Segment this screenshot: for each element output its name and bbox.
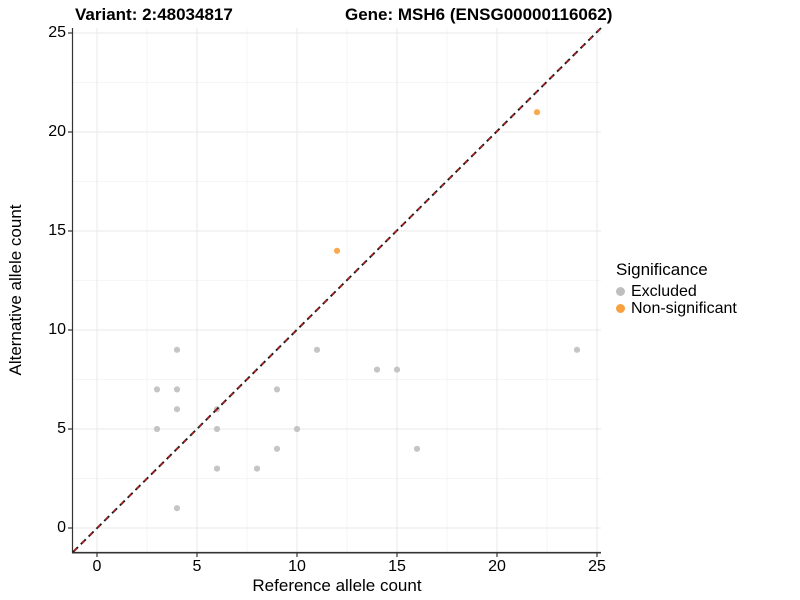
data-point-excluded	[253, 465, 261, 472]
data-point-excluded	[153, 425, 161, 433]
y-tick-label: 5	[57, 420, 66, 437]
x-tick-label: 25	[588, 558, 606, 575]
y-tick-label: 25	[48, 24, 66, 41]
x-tick-label: 5	[192, 558, 202, 575]
data-point-excluded	[173, 386, 181, 393]
legend: Significance Excluded Non-significant	[616, 260, 737, 317]
data-point-excluded	[293, 425, 301, 433]
legend-dot-icon	[616, 304, 625, 313]
data-point-excluded	[573, 346, 581, 353]
y-tick-label: 0	[57, 519, 66, 536]
y-tick-label: 15	[48, 222, 66, 239]
x-tick-label: 10	[288, 558, 306, 575]
variant-title: Variant: 2:48034817	[75, 5, 233, 24]
data-point-excluded	[173, 505, 181, 512]
data-point-excluded	[213, 465, 221, 472]
x-tick-label: 15	[388, 558, 406, 575]
x-tick-label: 20	[488, 558, 506, 575]
legend-title: Significance	[616, 260, 708, 279]
data-point-excluded	[273, 386, 281, 393]
identity-line-red	[72, 27, 602, 553]
data-point-non-significant	[333, 247, 341, 254]
legend-items: Excluded Non-significant	[616, 283, 737, 317]
x-axis-title: Reference allele count	[252, 576, 422, 595]
data-point-excluded	[393, 366, 401, 373]
legend-item-label: Excluded	[631, 282, 697, 300]
legend-item: Non-significant	[616, 300, 737, 317]
data-point-excluded	[213, 425, 221, 433]
data-point-excluded	[173, 406, 181, 413]
y-tick-label: 10	[48, 321, 66, 338]
legend-item: Excluded	[616, 283, 737, 300]
data-point-non-significant	[533, 109, 541, 116]
y-axis-title: Alternative allele count	[6, 204, 25, 376]
x-tick-label: 0	[92, 558, 102, 575]
data-point-excluded	[173, 346, 181, 353]
gene-title: Gene: MSH6 (ENSG00000116062)	[345, 5, 613, 24]
legend-item-label: Non-significant	[631, 299, 737, 317]
data-point-excluded	[413, 445, 421, 452]
data-point-excluded	[313, 346, 321, 353]
y-tick-label: 20	[48, 123, 66, 140]
data-point-excluded	[373, 366, 381, 373]
data-point-excluded	[153, 386, 161, 393]
data-point-excluded	[273, 445, 281, 452]
legend-dot-icon	[616, 287, 625, 296]
